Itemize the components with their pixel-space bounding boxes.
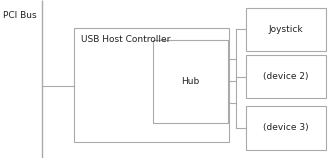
Text: Hub: Hub xyxy=(182,77,200,86)
Text: USB Host Controller: USB Host Controller xyxy=(81,35,170,44)
Text: PCI Bus: PCI Bus xyxy=(3,11,37,20)
Bar xyxy=(246,106,326,150)
Text: (device 2): (device 2) xyxy=(263,72,309,81)
Bar xyxy=(153,40,228,123)
Text: (device 3): (device 3) xyxy=(263,124,309,132)
Bar xyxy=(74,28,229,142)
Bar xyxy=(246,55,326,98)
Bar xyxy=(246,8,326,51)
Text: Joystick: Joystick xyxy=(269,25,303,34)
